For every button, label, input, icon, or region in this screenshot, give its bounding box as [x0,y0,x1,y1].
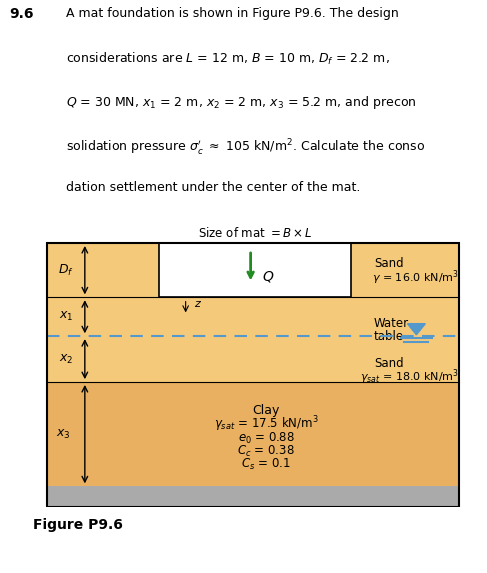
Text: $C_s$ = 0.1: $C_s$ = 0.1 [242,457,291,472]
Text: $Q$ = 30 MN, $x_1$ = 2 m, $x_2$ = 2 m, $x_3$ = 5.2 m, and precon: $Q$ = 30 MN, $x_1$ = 2 m, $x_2$ = 2 m, $… [66,94,416,111]
Text: Sand: Sand [374,257,403,270]
Text: $x_2$: $x_2$ [59,352,73,366]
Polygon shape [47,243,459,297]
Text: $z$: $z$ [194,299,202,309]
Text: 9.6: 9.6 [10,7,34,21]
Bar [159,243,352,297]
Text: $Q$: $Q$ [262,269,274,284]
Text: $x_1$: $x_1$ [59,310,73,323]
Text: Clay: Clay [253,404,280,417]
Text: dation settlement under the center of the mat.: dation settlement under the center of th… [66,181,360,194]
Text: table: table [374,329,404,343]
Text: $\gamma_{sat}$ = 18.0 kN/m$^3$: $\gamma_{sat}$ = 18.0 kN/m$^3$ [360,367,460,386]
Text: $D_f$: $D_f$ [58,262,74,278]
Text: considerations are $L$ = 12 m, $B$ = 10 m, $D_f$ = 2.2 m,: considerations are $L$ = 12 m, $B$ = 10 … [66,50,390,66]
Text: $x_3$: $x_3$ [56,427,71,441]
Polygon shape [47,297,459,336]
Text: solidation pressure $\sigma_c^{\prime}$ $\approx$ 105 kN/m$^2$. Calculate the co: solidation pressure $\sigma_c^{\prime}$ … [66,138,425,158]
Text: $\gamma$ = 16.0 kN/m$^3$: $\gamma$ = 16.0 kN/m$^3$ [372,269,459,287]
Text: Size of mat $= B \times L$: Size of mat $= B \times L$ [198,226,313,240]
Text: $e_0$ = 0.88: $e_0$ = 0.88 [238,431,295,446]
Text: Sand: Sand [374,358,403,371]
Text: Figure P9.6: Figure P9.6 [33,518,123,532]
Polygon shape [47,382,459,486]
Text: Water: Water [374,317,409,330]
Polygon shape [47,336,459,382]
Text: A mat foundation is shown in Figure P9.6. The design: A mat foundation is shown in Figure P9.6… [66,7,398,20]
Polygon shape [47,486,459,507]
Text: $\gamma_{sat}$ = 17.5 kN/m$^3$: $\gamma_{sat}$ = 17.5 kN/m$^3$ [214,415,318,434]
Polygon shape [408,324,425,335]
Text: $C_c$ = 0.38: $C_c$ = 0.38 [238,444,295,459]
